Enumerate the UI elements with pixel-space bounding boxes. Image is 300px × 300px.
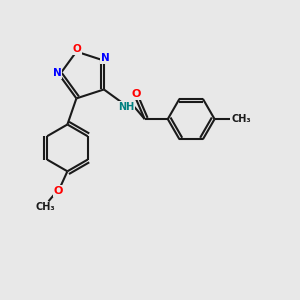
Text: O: O — [54, 186, 63, 196]
Text: N: N — [52, 68, 62, 79]
Text: O: O — [132, 89, 141, 99]
Text: CH₃: CH₃ — [36, 202, 55, 212]
Text: NH: NH — [118, 102, 134, 112]
Text: N: N — [101, 53, 110, 63]
Text: O: O — [72, 44, 81, 54]
Text: CH₃: CH₃ — [231, 114, 251, 124]
